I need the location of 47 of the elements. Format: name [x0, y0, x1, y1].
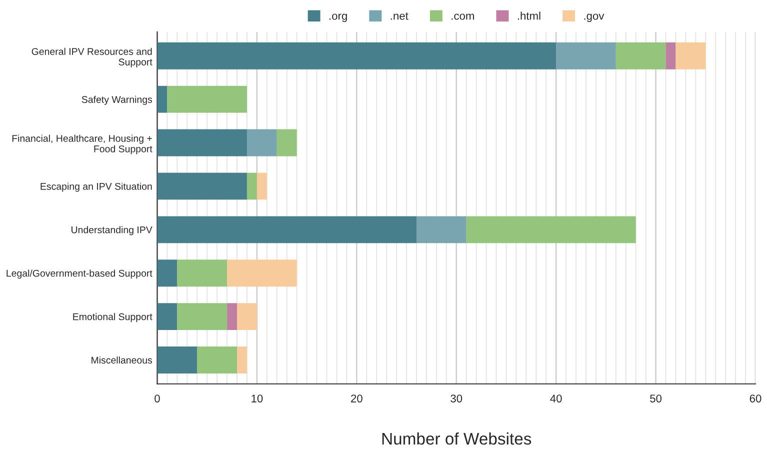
- legend-label: .gov: [584, 14, 604, 22]
- bar: [157, 42, 556, 70]
- bar: [246, 129, 277, 156]
- bar: [246, 172, 257, 200]
- bar: [276, 129, 297, 156]
- bar: [157, 303, 178, 330]
- x-tick-label: 0: [154, 394, 160, 402]
- legend-label: .org: [330, 14, 347, 22]
- bar: [157, 216, 416, 244]
- y-tick-label: Escaping an IPV Situation: [40, 182, 152, 192]
- bar: [197, 346, 238, 374]
- x-tick-label: 60: [750, 394, 762, 402]
- x-tick-label: 50: [650, 394, 662, 402]
- bar: [466, 216, 636, 244]
- y-tick-label: Understanding IPV: [72, 226, 152, 236]
- bar: [157, 260, 178, 287]
- bar: [227, 303, 238, 330]
- bar: [157, 172, 247, 200]
- bar: [676, 42, 706, 70]
- bar: [167, 86, 247, 113]
- y-tick-label: Safety Warnings: [82, 96, 152, 105]
- x-tick-label: 20: [351, 394, 362, 402]
- legend-label: .com: [452, 14, 474, 20]
- legend-label: .html: [518, 12, 540, 20]
- x-axis-title: Number of Websites: [382, 432, 532, 445]
- y-tick-label: Financial, Healthcare, Housing + Food Support: [12, 134, 152, 154]
- bar: [177, 260, 228, 287]
- bar: [227, 260, 297, 287]
- bar: [237, 303, 257, 330]
- bar: [556, 42, 616, 70]
- bar: [157, 346, 198, 374]
- bar: [666, 42, 676, 70]
- bar: [177, 303, 228, 330]
- y-tick-label: Miscellaneous: [92, 356, 152, 364]
- x-tick-label: 10: [252, 394, 263, 402]
- bar: [416, 216, 466, 244]
- bar: [616, 42, 666, 70]
- legend-label: .net: [390, 12, 408, 20]
- x-tick-label: 40: [550, 394, 562, 402]
- bar: [256, 172, 267, 200]
- y-tick-label: Legal/Government-based Support: [6, 270, 152, 279]
- y-tick-label: General IPV Resources and Support: [32, 48, 152, 68]
- bar: [237, 346, 247, 374]
- bar: [157, 86, 168, 113]
- x-tick-label: 30: [450, 394, 462, 402]
- y-tick-label: Emotional Support: [73, 313, 152, 322]
- bar: [157, 129, 247, 156]
